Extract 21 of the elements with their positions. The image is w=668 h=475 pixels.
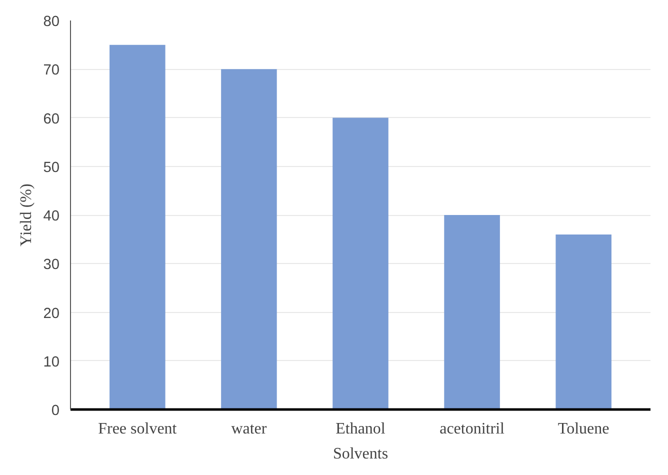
- y-tick-label: 20: [43, 306, 60, 322]
- bar: [444, 215, 500, 410]
- bar: [221, 69, 277, 410]
- x-axis-title: Solvents: [332, 446, 388, 462]
- x-tick-label: Free solvent: [98, 420, 178, 438]
- y-axis-title: Yield (%): [18, 184, 36, 246]
- x-tick-label: water: [231, 420, 268, 438]
- y-tick-label: 70: [43, 62, 60, 79]
- bar: [110, 44, 166, 410]
- y-tick-label: 10: [43, 354, 60, 370]
- y-tick-label: 30: [43, 257, 60, 274]
- x-tick-label: Ethanol: [336, 420, 386, 438]
- y-tick-label: 0: [51, 403, 60, 419]
- y-tick-label: 40: [43, 208, 60, 224]
- x-tick-label: Toluene: [558, 420, 610, 438]
- y-tick-label: 50: [43, 160, 60, 176]
- x-tick-label: acetonitril: [440, 420, 506, 438]
- y-tick-label: 80: [43, 14, 60, 30]
- y-tick-label: 60: [43, 111, 60, 128]
- bar: [556, 234, 612, 410]
- bar: [332, 118, 388, 410]
